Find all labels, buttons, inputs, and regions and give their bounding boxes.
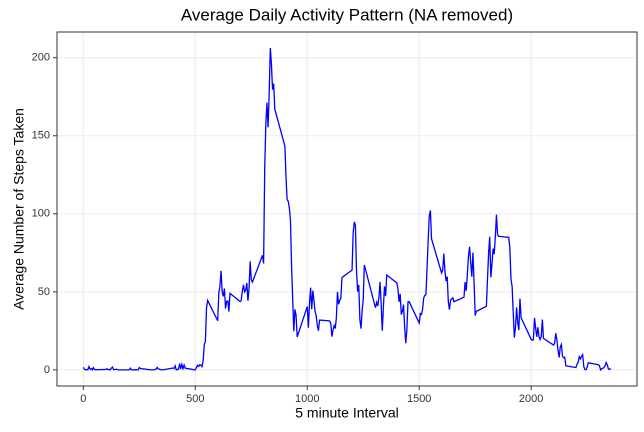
y-tick-label: 50: [38, 286, 50, 298]
plot-panel: [57, 32, 637, 386]
y-tick-label: 150: [32, 130, 50, 142]
chart-title: Average Daily Activity Pattern (NA remov…: [181, 5, 513, 24]
x-tick-label: 2000: [519, 393, 543, 405]
x-axis-label: 5 minute Interval: [295, 405, 399, 421]
y-axis-label: Average Number of Steps Taken: [11, 108, 27, 310]
panel-border: [56, 31, 638, 387]
x-tick-label: 1500: [407, 393, 431, 405]
x-tick-label: 0: [80, 393, 86, 405]
y-tick-label: 0: [44, 364, 50, 376]
y-tick-label: 100: [32, 208, 50, 220]
y-tick-label: 200: [32, 52, 50, 64]
data-line: [82, 48, 612, 372]
x-tick-label: 500: [186, 393, 204, 405]
x-tick-label: 1000: [295, 393, 319, 405]
